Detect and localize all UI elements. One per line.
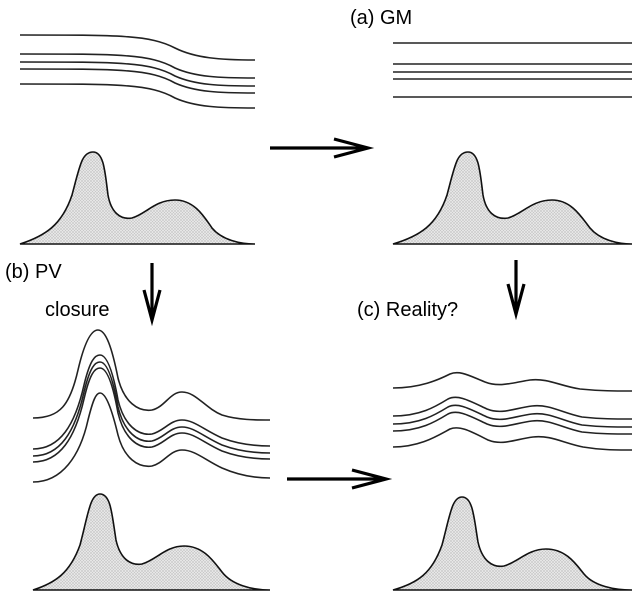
panel-pv-closure: (b) PV closure	[5, 261, 271, 591]
label-pv: (b) PV	[5, 261, 62, 283]
panel-initial	[19, 34, 256, 245]
label-reality: (c) Reality?	[357, 299, 458, 321]
isopycnal-line	[19, 61, 256, 87]
label-closure: closure	[45, 299, 109, 321]
isopycnal-line	[32, 392, 271, 483]
isopycnal-line	[392, 427, 633, 451]
topography-reality	[392, 496, 633, 591]
arrow-right-bottom	[287, 468, 393, 490]
isopycnals-reality	[392, 371, 633, 451]
isopycnal-line	[32, 354, 271, 450]
isopycnal-line	[19, 34, 256, 61]
isopycnal-line	[392, 371, 633, 392]
arrow-down-right	[506, 260, 526, 321]
topography-gm	[392, 151, 633, 245]
isopycnal-line	[392, 411, 633, 435]
isopycnal-line	[19, 83, 256, 109]
arrow-down-left	[142, 263, 162, 327]
isopycnal-line	[392, 404, 633, 428]
panel-gm: (a) GM	[350, 7, 633, 245]
isopycnal-line	[19, 68, 256, 94]
isopycnal-line	[32, 361, 271, 457]
isopycnal-line	[392, 396, 633, 420]
isopycnals-initial	[19, 34, 256, 109]
arrow-right-top	[270, 137, 375, 159]
label-gm: (a) GM	[350, 7, 412, 29]
panel-reality: (c) Reality?	[357, 299, 633, 591]
isopycnal-line	[32, 329, 271, 421]
topography-initial	[19, 151, 256, 245]
isopycnal-line	[19, 53, 256, 79]
isopycnals-pv-closure	[32, 329, 271, 483]
topography-pv-closure	[32, 493, 271, 591]
isopycnals-gm	[393, 42, 632, 98]
isopycnal-line	[32, 367, 271, 463]
